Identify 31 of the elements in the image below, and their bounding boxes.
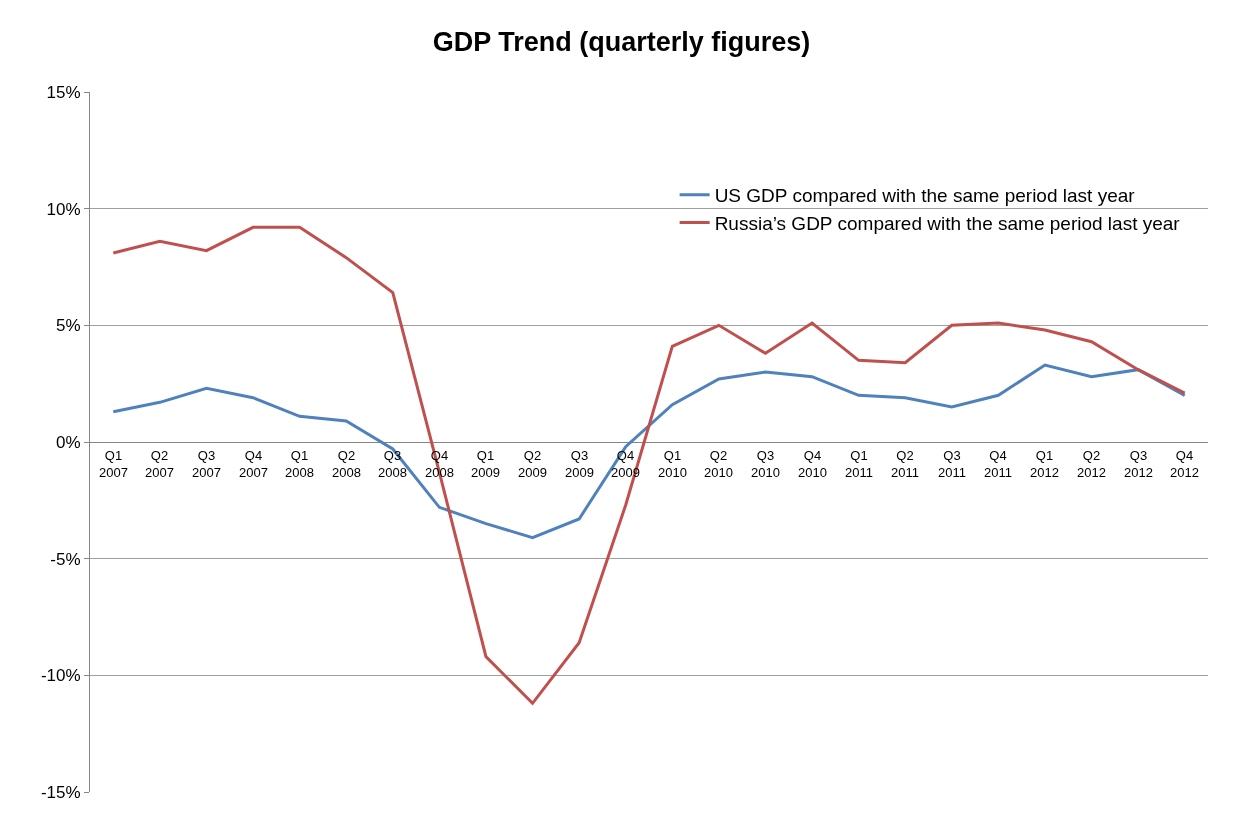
x-tick-label: Q4 2010 [798,448,827,480]
x-tick-label: Q2 2012 [1077,448,1106,480]
x-tick-label: Q2 2010 [704,448,733,480]
y-tick-label: -15% [40,782,81,802]
x-tick-label: Q3 2011 [938,448,966,480]
y-tick-label: -5% [50,549,81,569]
x-tick-label: Q3 2010 [751,448,780,480]
chart-title: GDP Trend (quarterly figures) [432,27,811,58]
x-tick-label: Q2 2011 [891,448,919,480]
x-tick-label: Q3 2012 [1124,448,1153,480]
x-tick-label: Q2 2008 [332,448,361,480]
y-tick-label: 15% [46,82,81,102]
y-tick-label: 5% [56,316,81,336]
x-tick-label: Q1 2011 [845,448,873,480]
x-tick-label: Q1 2012 [1030,448,1059,480]
x-tick-label: Q2 2009 [518,448,547,480]
y-tick-label: -10% [40,666,81,686]
x-tick-label: Q3 2007 [192,448,221,480]
x-tick-label: Q2 2007 [145,448,174,480]
legend-label: US GDP compared with the same period last year [714,185,1136,207]
x-tick-label: Q3 2009 [565,448,594,480]
y-tick-label: 0% [56,432,81,452]
x-tick-label: Q1 2010 [658,448,687,480]
legend-label: Russia’s GDP compared with the same period last year [714,212,1181,234]
x-tick-label: Q1 2008 [285,448,314,480]
x-tick-label: Q4 2007 [239,448,268,480]
x-tick-label: Q4 2011 [984,448,1012,480]
x-tick-label: Q4 2012 [1170,448,1199,480]
x-tick-label: Q1 2007 [99,448,128,480]
x-tick-label: Q1 2009 [471,448,500,480]
y-tick-label: 10% [46,199,81,219]
